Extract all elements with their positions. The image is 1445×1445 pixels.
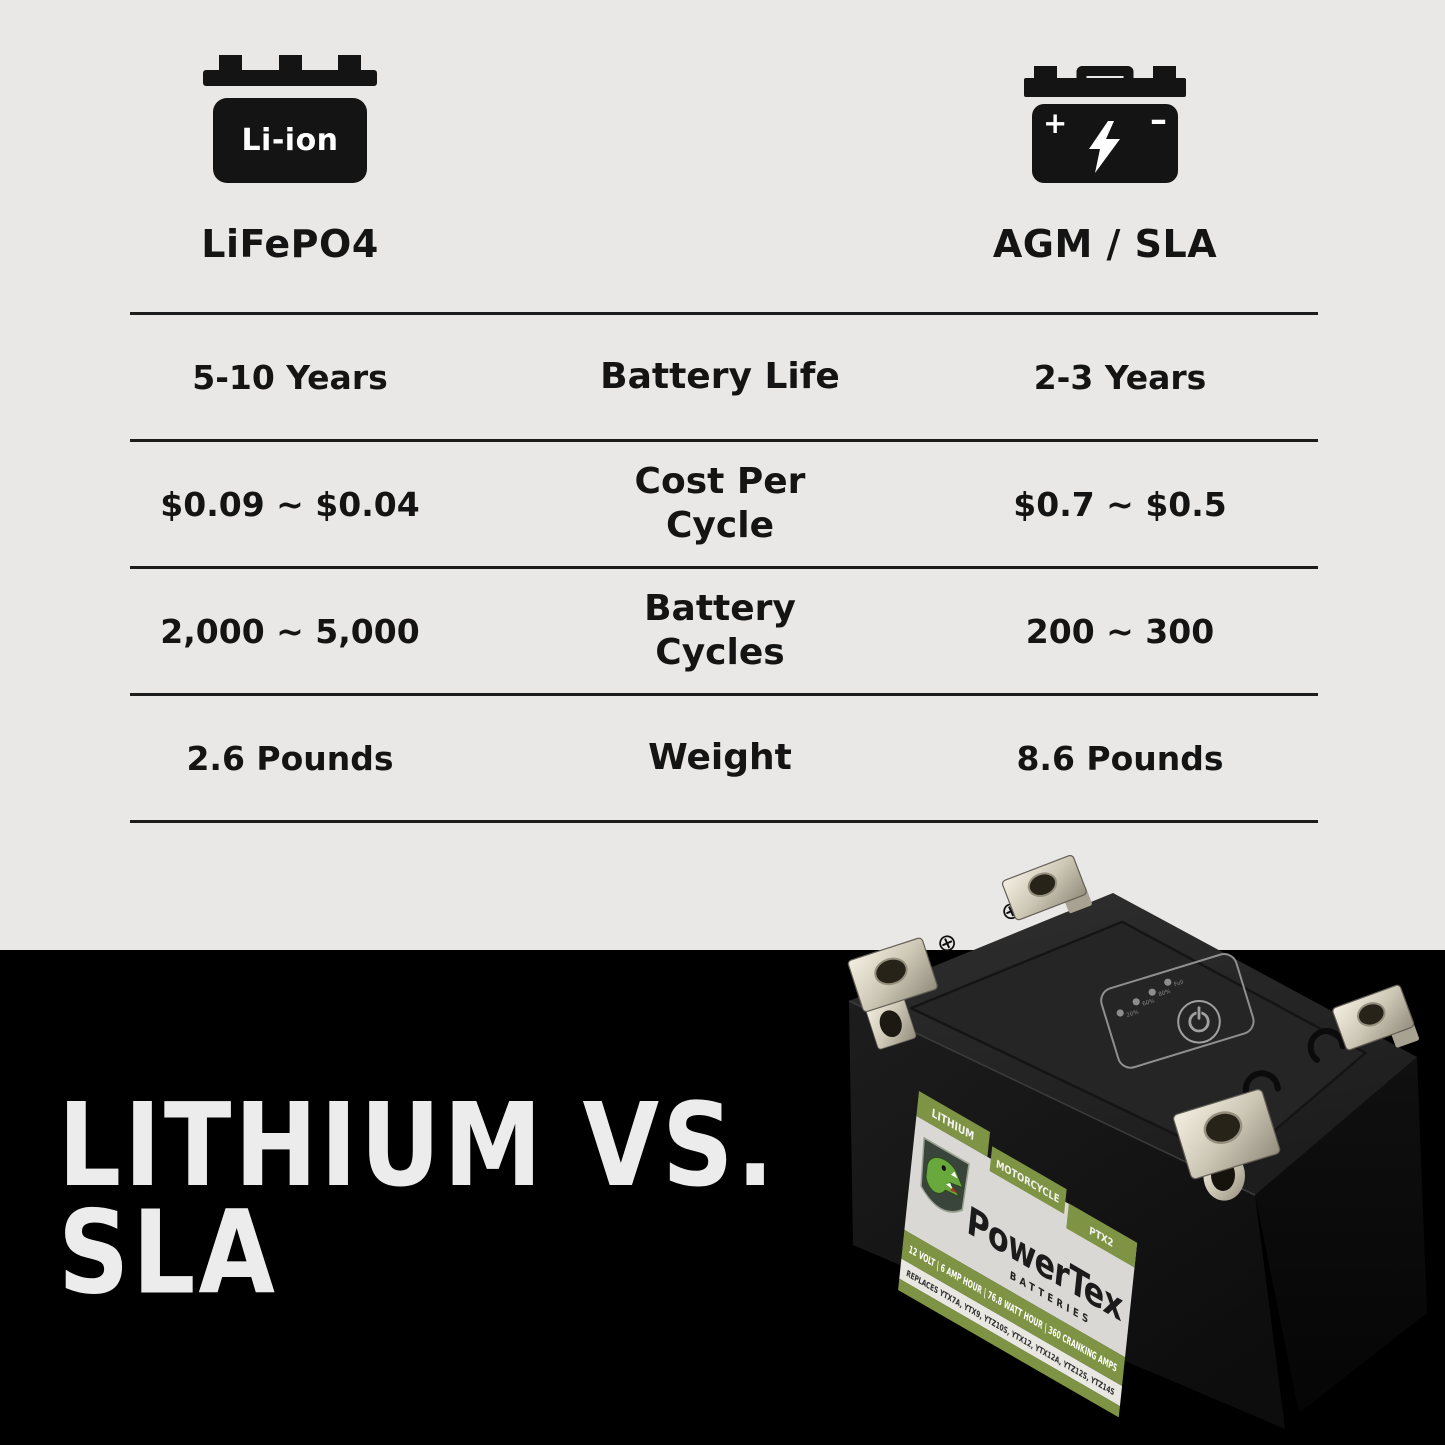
polarity-mark-icon: ⊕ xyxy=(932,926,962,960)
level-label: 20% xyxy=(1126,1010,1140,1019)
minus-sign: – xyxy=(1150,100,1167,140)
battery-product-image: ⊕ ⊕ Full 80% 60% 20% xyxy=(847,855,1427,1429)
cell-lithium-value: 2.6 Pounds xyxy=(186,738,394,778)
battery-top-bar xyxy=(203,70,377,86)
comparison-table: 5-10 Years Battery Life 2-3 Years $0.09 … xyxy=(130,312,1318,823)
title-line-1: LITHIUM VS. xyxy=(58,1079,778,1213)
battery-terminals xyxy=(203,55,377,70)
level-label: Full xyxy=(1173,979,1184,988)
terminal-left xyxy=(847,937,938,1050)
specs-band xyxy=(901,1229,1126,1387)
terminal-right xyxy=(1332,984,1419,1051)
replaces-band xyxy=(899,1258,1123,1407)
table-row: 2,000 ~ 5,000 Battery Cycles 200 ~ 300 xyxy=(130,566,1318,693)
table-row: $0.09 ~ $0.04 Cost Per Cycle $0.7 ~ $0.5 xyxy=(130,439,1318,566)
terminal-top xyxy=(1001,855,1092,921)
level-label: 60% xyxy=(1142,998,1156,1007)
cell-sla-value: $0.7 ~ $0.5 xyxy=(1013,484,1227,524)
level-dot xyxy=(1164,978,1172,986)
lithium-column-title: LiFePO4 xyxy=(201,222,379,266)
page-title: LITHIUM VS. SLA xyxy=(58,1079,778,1321)
label-tab xyxy=(989,1146,1067,1215)
cell-sla-value: 2-3 Years xyxy=(1033,357,1207,397)
title-line-2: SLA xyxy=(58,1187,279,1321)
li-ion-icon-text: Li-ion xyxy=(241,123,339,158)
charge-indicator-panel: Full 80% 60% 20% xyxy=(1100,953,1255,1069)
battery-top-bar xyxy=(1024,78,1186,97)
cell-metric-label: Weight xyxy=(648,737,792,779)
level-dot xyxy=(1148,988,1156,996)
li-ion-battery-icon: Li-ion xyxy=(203,55,377,183)
header-lithium: Li-ion LiFePO4 xyxy=(130,55,450,266)
cell-sla-value: 8.6 Pounds xyxy=(1016,738,1224,778)
label-bottom-strip xyxy=(898,1278,1120,1418)
label-tab xyxy=(916,1091,991,1157)
sla-column-title: AGM / SLA xyxy=(992,222,1218,266)
level-dot xyxy=(1132,998,1140,1006)
cell-metric-label: Battery Cycles xyxy=(644,588,796,673)
label-tab xyxy=(1066,1203,1138,1268)
battery-handle xyxy=(1076,66,1134,92)
plus-sign: + xyxy=(1043,106,1068,140)
dinosaur-logo-icon xyxy=(920,1136,970,1213)
level-label: 80% xyxy=(1158,989,1172,998)
cell-lithium-value: 5-10 Years xyxy=(192,357,388,397)
cell-lithium-value: 2,000 ~ 5,000 xyxy=(160,611,420,651)
battery-body: + – xyxy=(1032,100,1178,183)
terminal-front xyxy=(1173,1089,1281,1201)
power-button-icon xyxy=(1177,1000,1221,1044)
cell-metric-label: Battery Life xyxy=(600,356,840,398)
cell-lithium-value: $0.09 ~ $0.04 xyxy=(160,484,420,524)
table-row: 2.6 Pounds Weight 8.6 Pounds xyxy=(130,693,1318,823)
battery-right-face xyxy=(1255,1057,1427,1413)
agm-battery-icon: + – xyxy=(1024,66,1186,183)
battery-terminals xyxy=(1024,66,1186,78)
table-row: 5-10 Years Battery Life 2-3 Years xyxy=(130,312,1318,439)
cell-sla-value: 200 ~ 300 xyxy=(1025,611,1215,651)
lightning-bolt-icon xyxy=(1089,120,1120,173)
cell-metric-label: Cost Per Cycle xyxy=(634,461,806,546)
battery-body: Li-ion xyxy=(213,98,367,183)
level-dot xyxy=(1116,1009,1124,1017)
header-sla: + – AGM / SLA xyxy=(945,55,1265,266)
vent-notch xyxy=(1307,1028,1346,1063)
